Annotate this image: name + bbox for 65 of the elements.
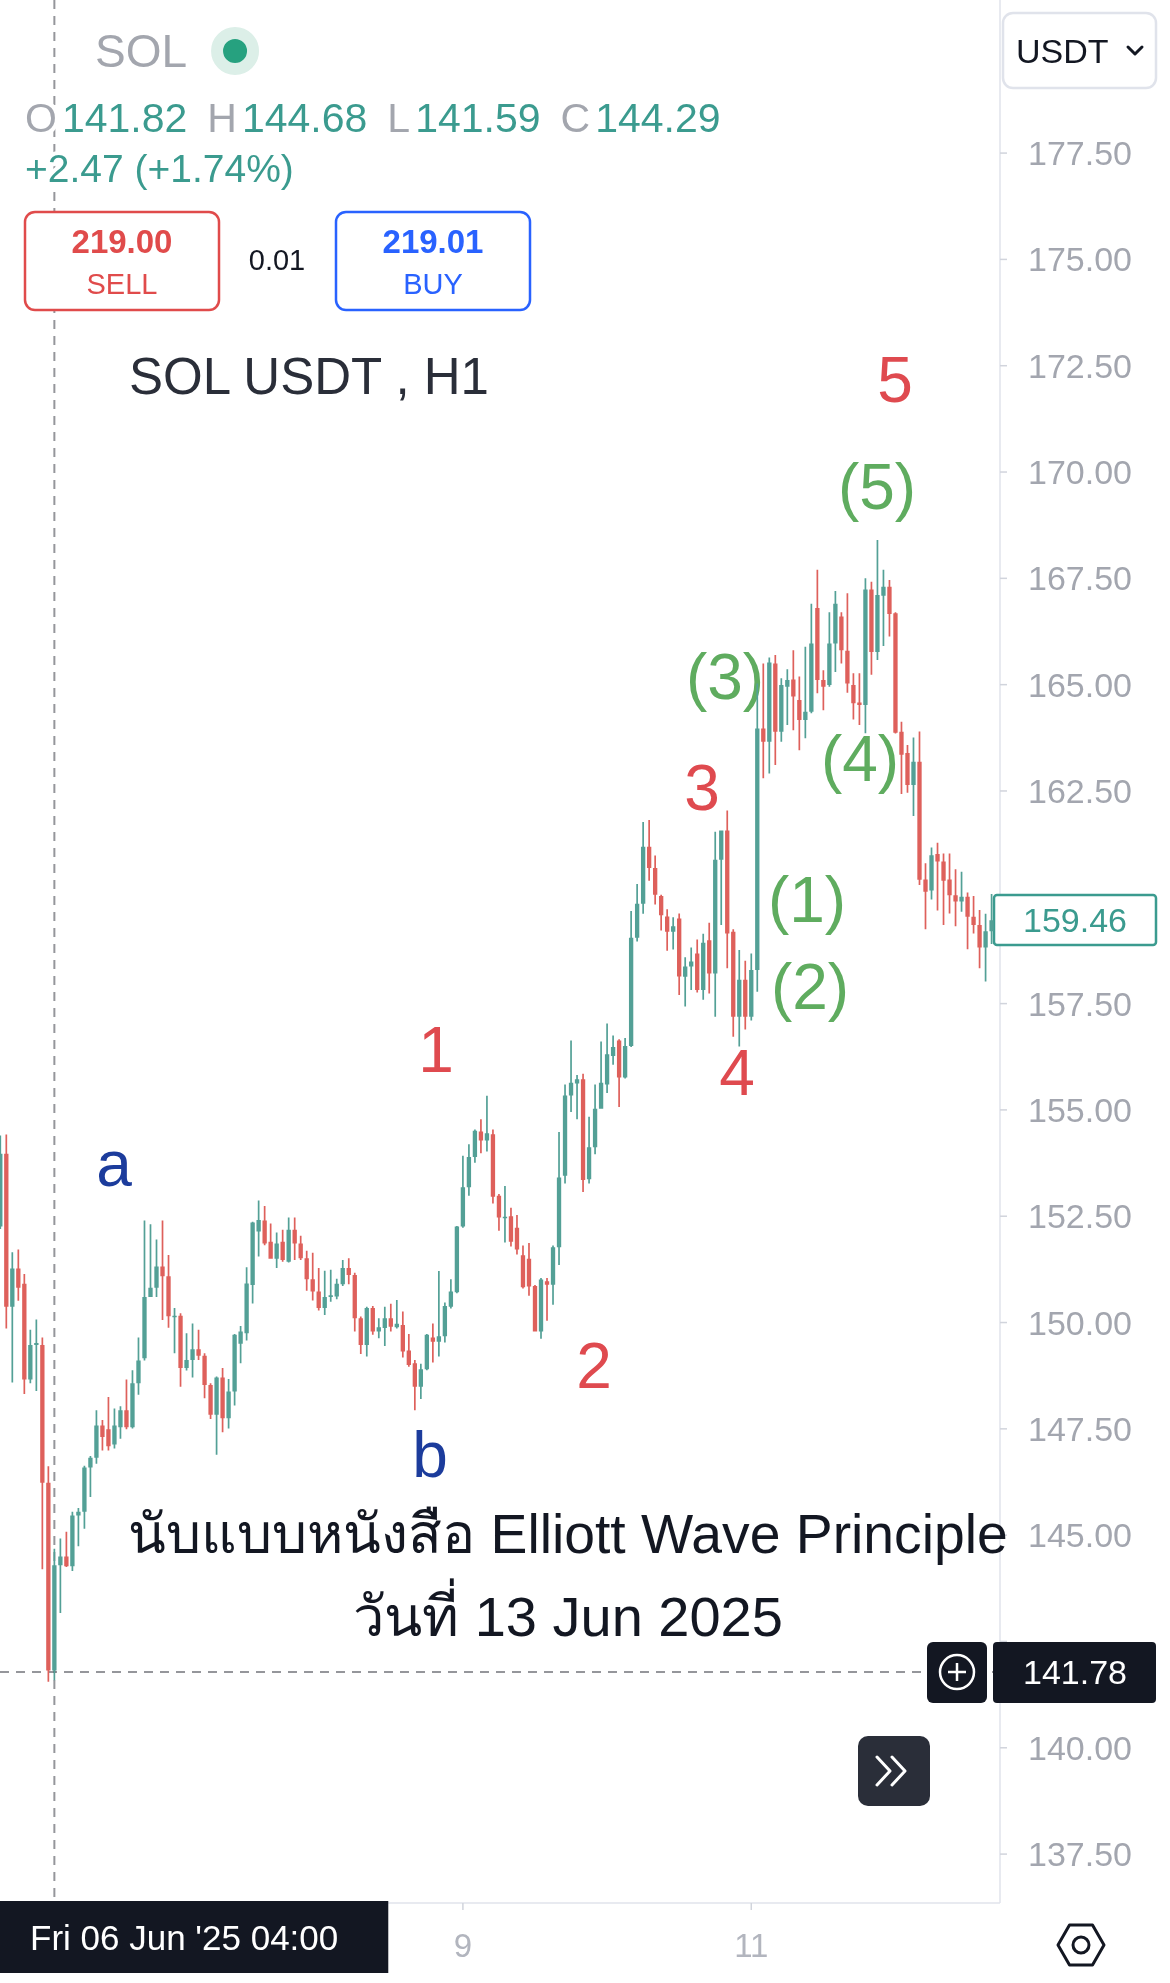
annotation: (5) <box>837 451 917 523</box>
candlestick <box>683 957 688 1007</box>
text: 159.46 <box>1023 901 1127 939</box>
y-tick-label: 157.50 <box>1028 984 1132 1023</box>
annotation: นับแบบหนังสือ Elliott Wave Principle <box>128 1503 1008 1565</box>
annotation: 219.00 <box>71 222 173 260</box>
annotation: 2 <box>576 1330 612 1402</box>
annotation: วันที่ 13 Jun 2025 <box>353 1577 783 1648</box>
candlestick <box>785 669 790 726</box>
candlestick <box>274 1232 279 1269</box>
candlestick <box>382 1306 387 1346</box>
y-tick-label: 152.50 <box>1028 1197 1132 1236</box>
y-tick-label: 145.00 <box>1028 1516 1132 1555</box>
y-tick-label: 140.00 <box>1028 1728 1132 1767</box>
candlestick <box>689 947 694 990</box>
annotation: 0.01 <box>248 244 306 276</box>
y-tick-label: 150.00 <box>1028 1303 1132 1342</box>
text: USDT <box>1016 32 1109 70</box>
y-tick-label: 155.00 <box>1028 1090 1132 1129</box>
text: SOL <box>95 25 188 77</box>
annotation: BUY <box>403 268 463 300</box>
ref-line-label: 141.78 <box>1023 1653 1127 1692</box>
y-tick-label: 147.50 <box>1028 1409 1132 1448</box>
candlestick <box>478 1119 484 1154</box>
candlestick <box>328 1269 333 1302</box>
annotation: +2.47 (+1.74%) <box>25 146 294 190</box>
candlestick <box>761 663 766 779</box>
candlestick <box>376 1318 381 1339</box>
annotation: 3 <box>684 752 720 824</box>
ref-line-label: Fri 06 Jun '25 04:00 <box>30 1917 339 1957</box>
annotation: 219.01 <box>382 222 484 260</box>
candlestick <box>671 917 676 950</box>
x-tick-label: 11 <box>734 1926 769 1964</box>
candlestick <box>574 1075 580 1120</box>
candlestick <box>797 676 802 751</box>
candlestick <box>568 1040 574 1113</box>
annotation: (4) <box>820 723 900 795</box>
x-tick-label: 9 <box>453 1926 473 1964</box>
y-tick-label: 162.50 <box>1028 771 1132 810</box>
y-tick-label: 137.50 <box>1028 1835 1132 1874</box>
candlestick <box>544 1277 550 1321</box>
annotation: SELL <box>86 268 158 300</box>
annotation: (2) <box>770 951 850 1023</box>
annotation: (1) <box>767 864 847 936</box>
annotation: (3) <box>685 641 765 713</box>
annotation: b <box>412 1419 448 1491</box>
candlestick <box>484 1095 490 1152</box>
annotation: 1 <box>418 1014 454 1086</box>
candlestick <box>436 1271 442 1357</box>
annotation: 4 <box>719 1037 755 1109</box>
candlestick <box>34 1319 39 1391</box>
y-tick-label: 165.00 <box>1028 665 1132 704</box>
candlestick <box>502 1186 508 1243</box>
annotation: a <box>96 1128 133 1200</box>
annotation: SOL USDT , H1 <box>129 347 489 405</box>
candlestick <box>430 1323 436 1363</box>
y-tick-label: 175.00 <box>1028 240 1132 279</box>
y-tick-label: 167.50 <box>1028 559 1132 598</box>
y-tick-label: 172.50 <box>1028 346 1132 385</box>
annotation: 5 <box>877 344 913 416</box>
candlestick <box>803 646 808 739</box>
y-tick-label: 170.00 <box>1028 453 1132 492</box>
y-tick-label: 177.50 <box>1028 134 1132 173</box>
candlestick <box>791 650 796 731</box>
candlestick <box>394 1299 399 1329</box>
